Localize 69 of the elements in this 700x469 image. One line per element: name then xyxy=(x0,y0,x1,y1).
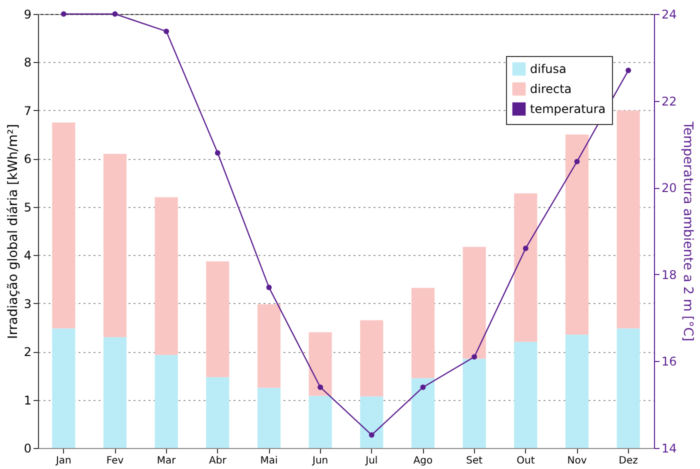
y2-tick-label: 14 xyxy=(662,442,677,456)
y-tick-label: 3 xyxy=(24,296,32,311)
point xyxy=(164,28,170,34)
bar xyxy=(52,122,76,328)
bar xyxy=(52,328,76,448)
x-tick-label: Ago xyxy=(413,456,433,466)
x-tick-label: Nov xyxy=(567,456,587,466)
bar xyxy=(257,304,281,388)
bar xyxy=(308,332,332,396)
point xyxy=(214,150,220,156)
point xyxy=(112,11,118,17)
bar xyxy=(514,193,538,342)
y2-axis-title: Temperatura ambiente a 2 m [°C] xyxy=(680,120,695,342)
point xyxy=(318,384,324,390)
bar xyxy=(360,396,384,448)
x-tick-label: Set xyxy=(466,456,483,466)
bar xyxy=(411,378,435,448)
point xyxy=(626,68,632,74)
bar xyxy=(462,358,486,448)
x-tick-label: Jan xyxy=(54,456,72,466)
bar xyxy=(154,197,178,355)
bar xyxy=(514,342,538,448)
y-tick-label: 5 xyxy=(24,200,32,214)
legend-label: difusa xyxy=(530,62,566,76)
bar xyxy=(616,328,640,448)
y-axis-title: Irradiação global diária [kWh/m²] xyxy=(6,124,21,339)
bar xyxy=(206,261,230,378)
y-tick-label: 0 xyxy=(24,442,32,456)
bar xyxy=(565,134,589,335)
y-tick-label: 6 xyxy=(24,152,32,166)
bar xyxy=(565,334,589,448)
y-tick-label: 4 xyxy=(24,248,32,263)
y2-tick-label: 20 xyxy=(662,181,677,196)
y2-tick-label: 24 xyxy=(662,8,677,22)
bar xyxy=(616,110,640,328)
x-tick-label: Fev xyxy=(106,456,124,466)
y-tick-label: 2 xyxy=(24,345,32,360)
point xyxy=(574,158,580,164)
y-tick-label: 7 xyxy=(24,104,32,118)
bar xyxy=(206,377,230,448)
y2-tick-label: 18 xyxy=(662,268,677,282)
bar xyxy=(103,337,127,448)
point xyxy=(522,246,528,252)
point xyxy=(60,11,66,17)
bar xyxy=(462,246,486,359)
y2-tick-label: 16 xyxy=(662,354,677,369)
y-tick-label: 1 xyxy=(24,393,32,408)
x-tick-label: Mar xyxy=(156,456,177,466)
bar xyxy=(103,154,127,338)
x-tick-label: Mai xyxy=(260,456,278,466)
y2-tick-label: 22 xyxy=(662,94,677,108)
bar xyxy=(308,396,332,448)
x-tick-label: Abr xyxy=(209,456,228,466)
x-tick-label: Jun xyxy=(312,456,328,466)
y-tick-label: 9 xyxy=(24,8,32,22)
legend-label: directa xyxy=(530,82,572,96)
bar xyxy=(360,320,384,396)
legend-label: temperatura xyxy=(530,102,606,116)
y-tick-label: 8 xyxy=(24,56,32,70)
x-tick-label: Dez xyxy=(618,456,638,466)
bar xyxy=(154,354,178,448)
point xyxy=(472,354,478,360)
x-tick-label: Out xyxy=(516,456,535,466)
bar xyxy=(257,388,281,448)
point xyxy=(420,384,426,390)
point xyxy=(266,284,272,290)
point xyxy=(368,432,374,438)
x-tick-label: Jul xyxy=(364,456,378,466)
bar xyxy=(411,288,435,378)
